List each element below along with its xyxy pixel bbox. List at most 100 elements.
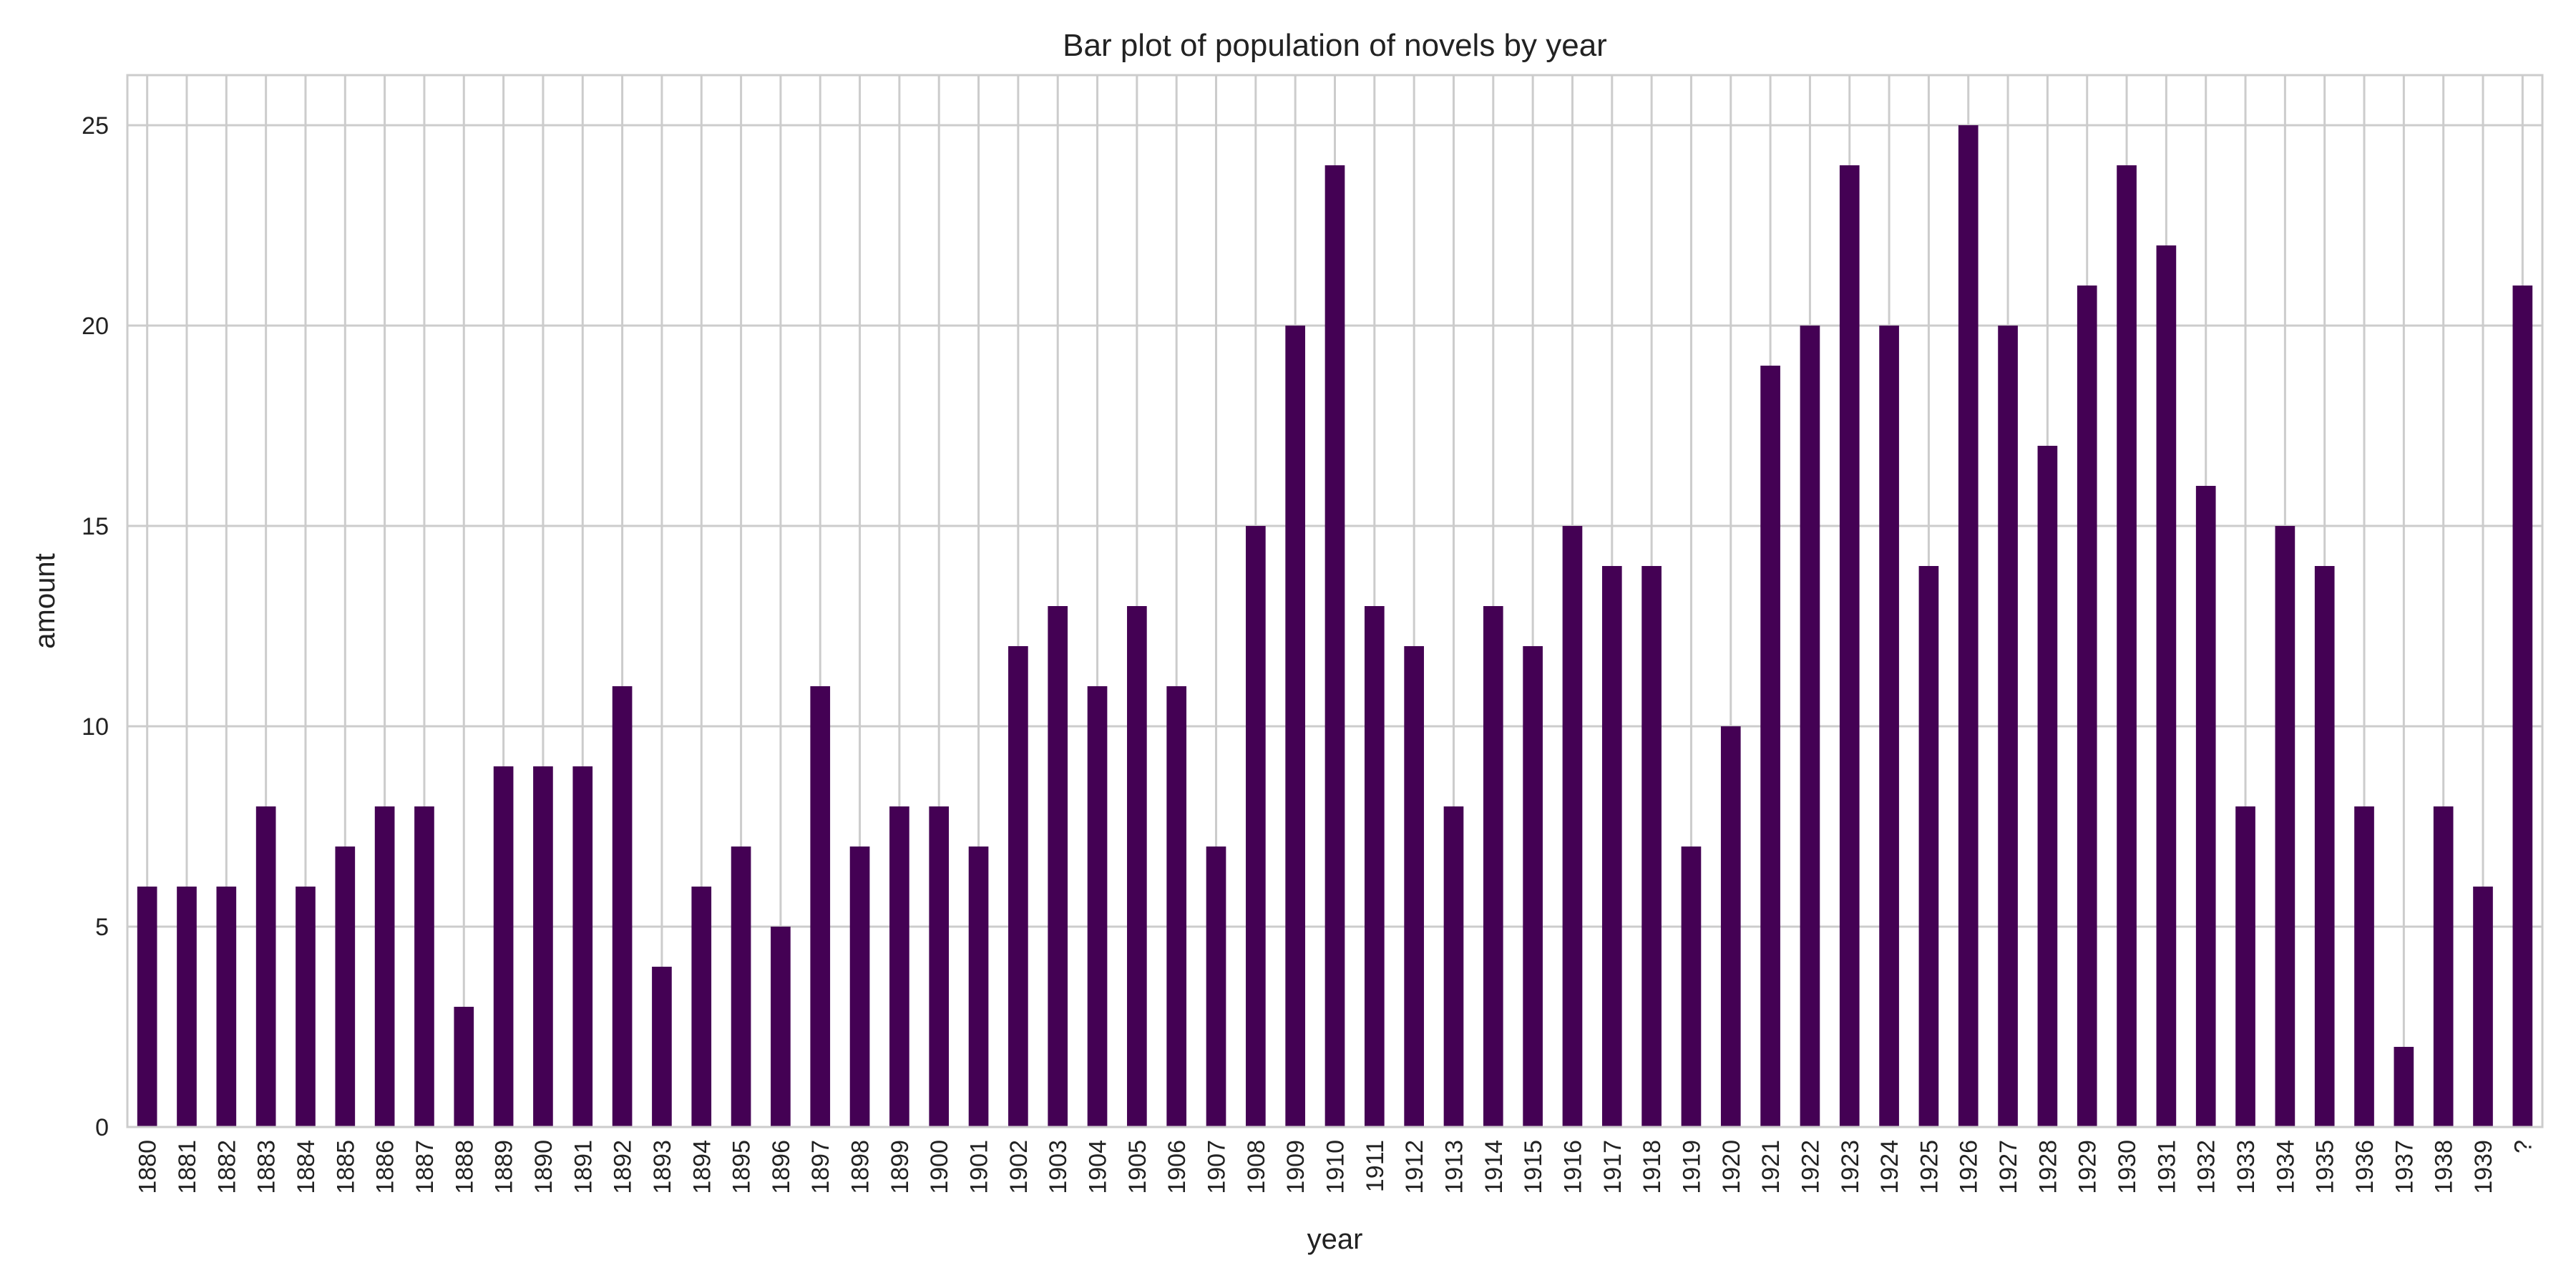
bar [1364, 606, 1385, 1127]
x-tick-label: 1893 [649, 1140, 676, 1194]
x-tick-label: 1897 [807, 1140, 834, 1194]
x-tick-label: 1918 [1639, 1140, 1666, 1194]
x-tick-label: 1928 [2034, 1140, 2062, 1194]
x-tick-label: 1923 [1837, 1140, 1864, 1194]
bar [1601, 566, 1622, 1127]
bar [572, 766, 593, 1127]
bar [810, 686, 831, 1127]
x-tick-label: 1925 [1916, 1140, 1943, 1194]
x-tick-label: 1924 [1876, 1140, 1903, 1194]
x-tick-label: 1935 [2312, 1140, 2339, 1194]
y-axis-ticks: 0 5 10 15 20 25 [82, 112, 109, 1141]
bar [177, 887, 197, 1127]
bar [1523, 646, 1543, 1127]
x-tick-label: 1933 [2233, 1140, 2260, 1194]
x-tick-label: 1914 [1480, 1140, 1508, 1194]
bar [2473, 887, 2493, 1127]
plot-frame [126, 74, 2544, 1128]
bar [2117, 165, 2137, 1127]
bar [2195, 486, 2216, 1127]
x-tick-label: 1881 [174, 1140, 201, 1194]
bars [137, 125, 2533, 1127]
y-axis-label: amount [29, 553, 61, 648]
x-tick-label: 1929 [2074, 1140, 2102, 1194]
x-tick-label: 1906 [1163, 1140, 1191, 1194]
x-tick-label: 1909 [1282, 1140, 1309, 1194]
x-tick-label: 1900 [926, 1140, 953, 1194]
bar [335, 847, 356, 1127]
x-tick-label: 1903 [1045, 1140, 1072, 1194]
bar [1166, 686, 1187, 1127]
x-tick-label: 1886 [372, 1140, 399, 1194]
bar [2275, 526, 2296, 1127]
y-tick-label: 20 [82, 313, 109, 340]
bar [612, 686, 633, 1127]
bar [1800, 326, 1820, 1127]
bar [1206, 847, 1226, 1127]
bar [454, 1007, 474, 1127]
x-axis-ticks: 1880 1881 1882 1883 1884 1885 1886 1887 1888 1889… [135, 1140, 2537, 1194]
bar [1246, 526, 1266, 1127]
x-tick-label: 1927 [1995, 1140, 2022, 1194]
bar [2512, 286, 2533, 1127]
bar [1324, 165, 1345, 1127]
bar [1641, 566, 1662, 1127]
bar [255, 806, 276, 1127]
bar [2235, 806, 2255, 1127]
bar [1681, 847, 1702, 1127]
bar [2037, 446, 2058, 1127]
x-tick-label: 1917 [1599, 1140, 1626, 1194]
x-tick-label: 1894 [688, 1140, 716, 1194]
y-tick-label: 5 [95, 914, 109, 941]
x-tick-label: 1910 [1322, 1140, 1350, 1194]
x-tick-label: 1895 [728, 1140, 756, 1194]
bar [137, 887, 157, 1127]
x-tick-label: 1889 [491, 1140, 518, 1194]
x-tick-label: 1904 [1085, 1140, 1112, 1194]
bar [2394, 1047, 2414, 1127]
x-tick-label: ? [2509, 1140, 2537, 1153]
x-axis-label: year [1307, 1224, 1363, 1255]
bar [2433, 806, 2454, 1127]
x-tick-label: 1885 [332, 1140, 359, 1194]
bar [1443, 806, 1464, 1127]
bar [849, 847, 870, 1127]
x-tick-label: 1907 [1204, 1140, 1231, 1194]
bar [533, 766, 553, 1127]
y-tick-label: 0 [95, 1114, 109, 1141]
x-tick-label: 1938 [2431, 1140, 2458, 1194]
bar [1760, 366, 1780, 1127]
x-tick-label: 1883 [253, 1140, 280, 1194]
y-tick-label: 10 [82, 713, 109, 741]
x-tick-label: 1930 [2114, 1140, 2141, 1194]
y-tick-label: 15 [82, 513, 109, 540]
bar [652, 967, 672, 1127]
bar [216, 887, 237, 1127]
bar [2156, 245, 2177, 1127]
bar [374, 806, 395, 1127]
x-tick-label: 1912 [1401, 1140, 1428, 1194]
bar [2314, 566, 2335, 1127]
x-tick-label: 1932 [2193, 1140, 2220, 1194]
x-tick-label: 1896 [768, 1140, 795, 1194]
bar [731, 847, 751, 1127]
bar [1958, 125, 1979, 1127]
x-tick-label: 1931 [2153, 1140, 2180, 1194]
x-tick-label: 1905 [1124, 1140, 1151, 1194]
x-tick-label: 1898 [847, 1140, 874, 1194]
bar [691, 887, 712, 1127]
bar [1918, 566, 1939, 1127]
x-tick-label: 1908 [1243, 1140, 1270, 1194]
x-tick-label: 1916 [1559, 1140, 1586, 1194]
bar [1562, 526, 1583, 1127]
bar [1879, 326, 1899, 1127]
bar [1404, 646, 1424, 1127]
x-tick-label: 1913 [1440, 1140, 1468, 1194]
bar [493, 766, 514, 1127]
x-tick-label: 1887 [411, 1140, 439, 1194]
bar [1008, 646, 1028, 1127]
bar [929, 806, 950, 1127]
x-tick-label: 1884 [293, 1140, 320, 1194]
x-tick-label: 1880 [135, 1140, 162, 1194]
